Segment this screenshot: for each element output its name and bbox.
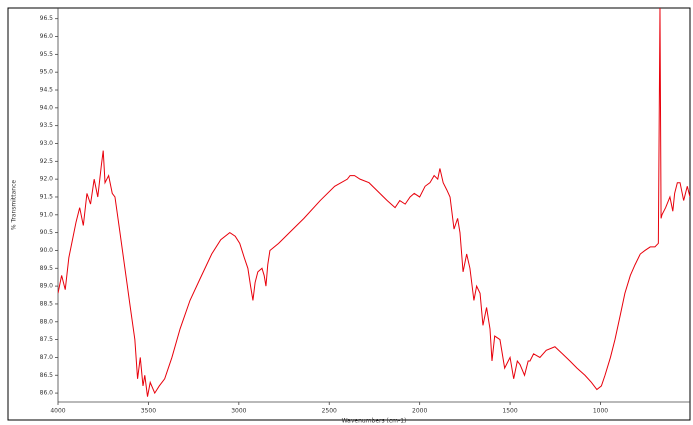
y-tick-label: 89.5 bbox=[40, 265, 54, 272]
y-tick-label: 93.5 bbox=[40, 122, 54, 129]
y-tick-label: 90.5 bbox=[40, 229, 54, 236]
y-tick-label: 96.5 bbox=[40, 15, 54, 22]
y-tick-label: 91.0 bbox=[40, 211, 54, 218]
y-tick-label: 92.0 bbox=[40, 176, 54, 183]
y-tick-label: 88.5 bbox=[40, 300, 54, 307]
y-tick-label: 87.5 bbox=[40, 336, 54, 343]
x-axis-label: Wavenumbers (cm-1) bbox=[342, 418, 407, 425]
x-tick-label: 2000 bbox=[412, 408, 427, 415]
y-tick-label: 95.5 bbox=[40, 51, 54, 58]
y-tick-label: 95.0 bbox=[40, 69, 54, 76]
y-tick-label: 96.0 bbox=[40, 33, 54, 40]
x-tick-label: 3000 bbox=[231, 408, 246, 415]
y-tick-label: 87.0 bbox=[40, 354, 54, 361]
x-tick-label: 1500 bbox=[502, 408, 517, 415]
y-tick-label: 89.0 bbox=[40, 283, 54, 290]
y-tick-label: 92.5 bbox=[40, 158, 54, 165]
y-tick-label: 88.0 bbox=[40, 318, 54, 325]
spectrum-line bbox=[58, 8, 690, 397]
x-tick-label: 2500 bbox=[322, 408, 337, 415]
y-tick-label: 86.5 bbox=[40, 372, 54, 379]
y-tick-label: 94.0 bbox=[40, 104, 54, 111]
y-tick-label: 93.0 bbox=[40, 140, 54, 147]
y-tick-label: 91.5 bbox=[40, 193, 54, 200]
y-tick-label: 86.0 bbox=[40, 390, 54, 397]
x-tick-label: 1000 bbox=[593, 408, 608, 415]
chart-frame bbox=[7, 7, 691, 421]
x-tick-label: 4000 bbox=[50, 408, 65, 415]
y-axis-label: % Transmittance bbox=[11, 180, 18, 230]
x-tick-label: 3500 bbox=[141, 408, 156, 415]
y-tick-label: 90.0 bbox=[40, 247, 54, 254]
y-tick-label: 94.5 bbox=[40, 87, 54, 94]
